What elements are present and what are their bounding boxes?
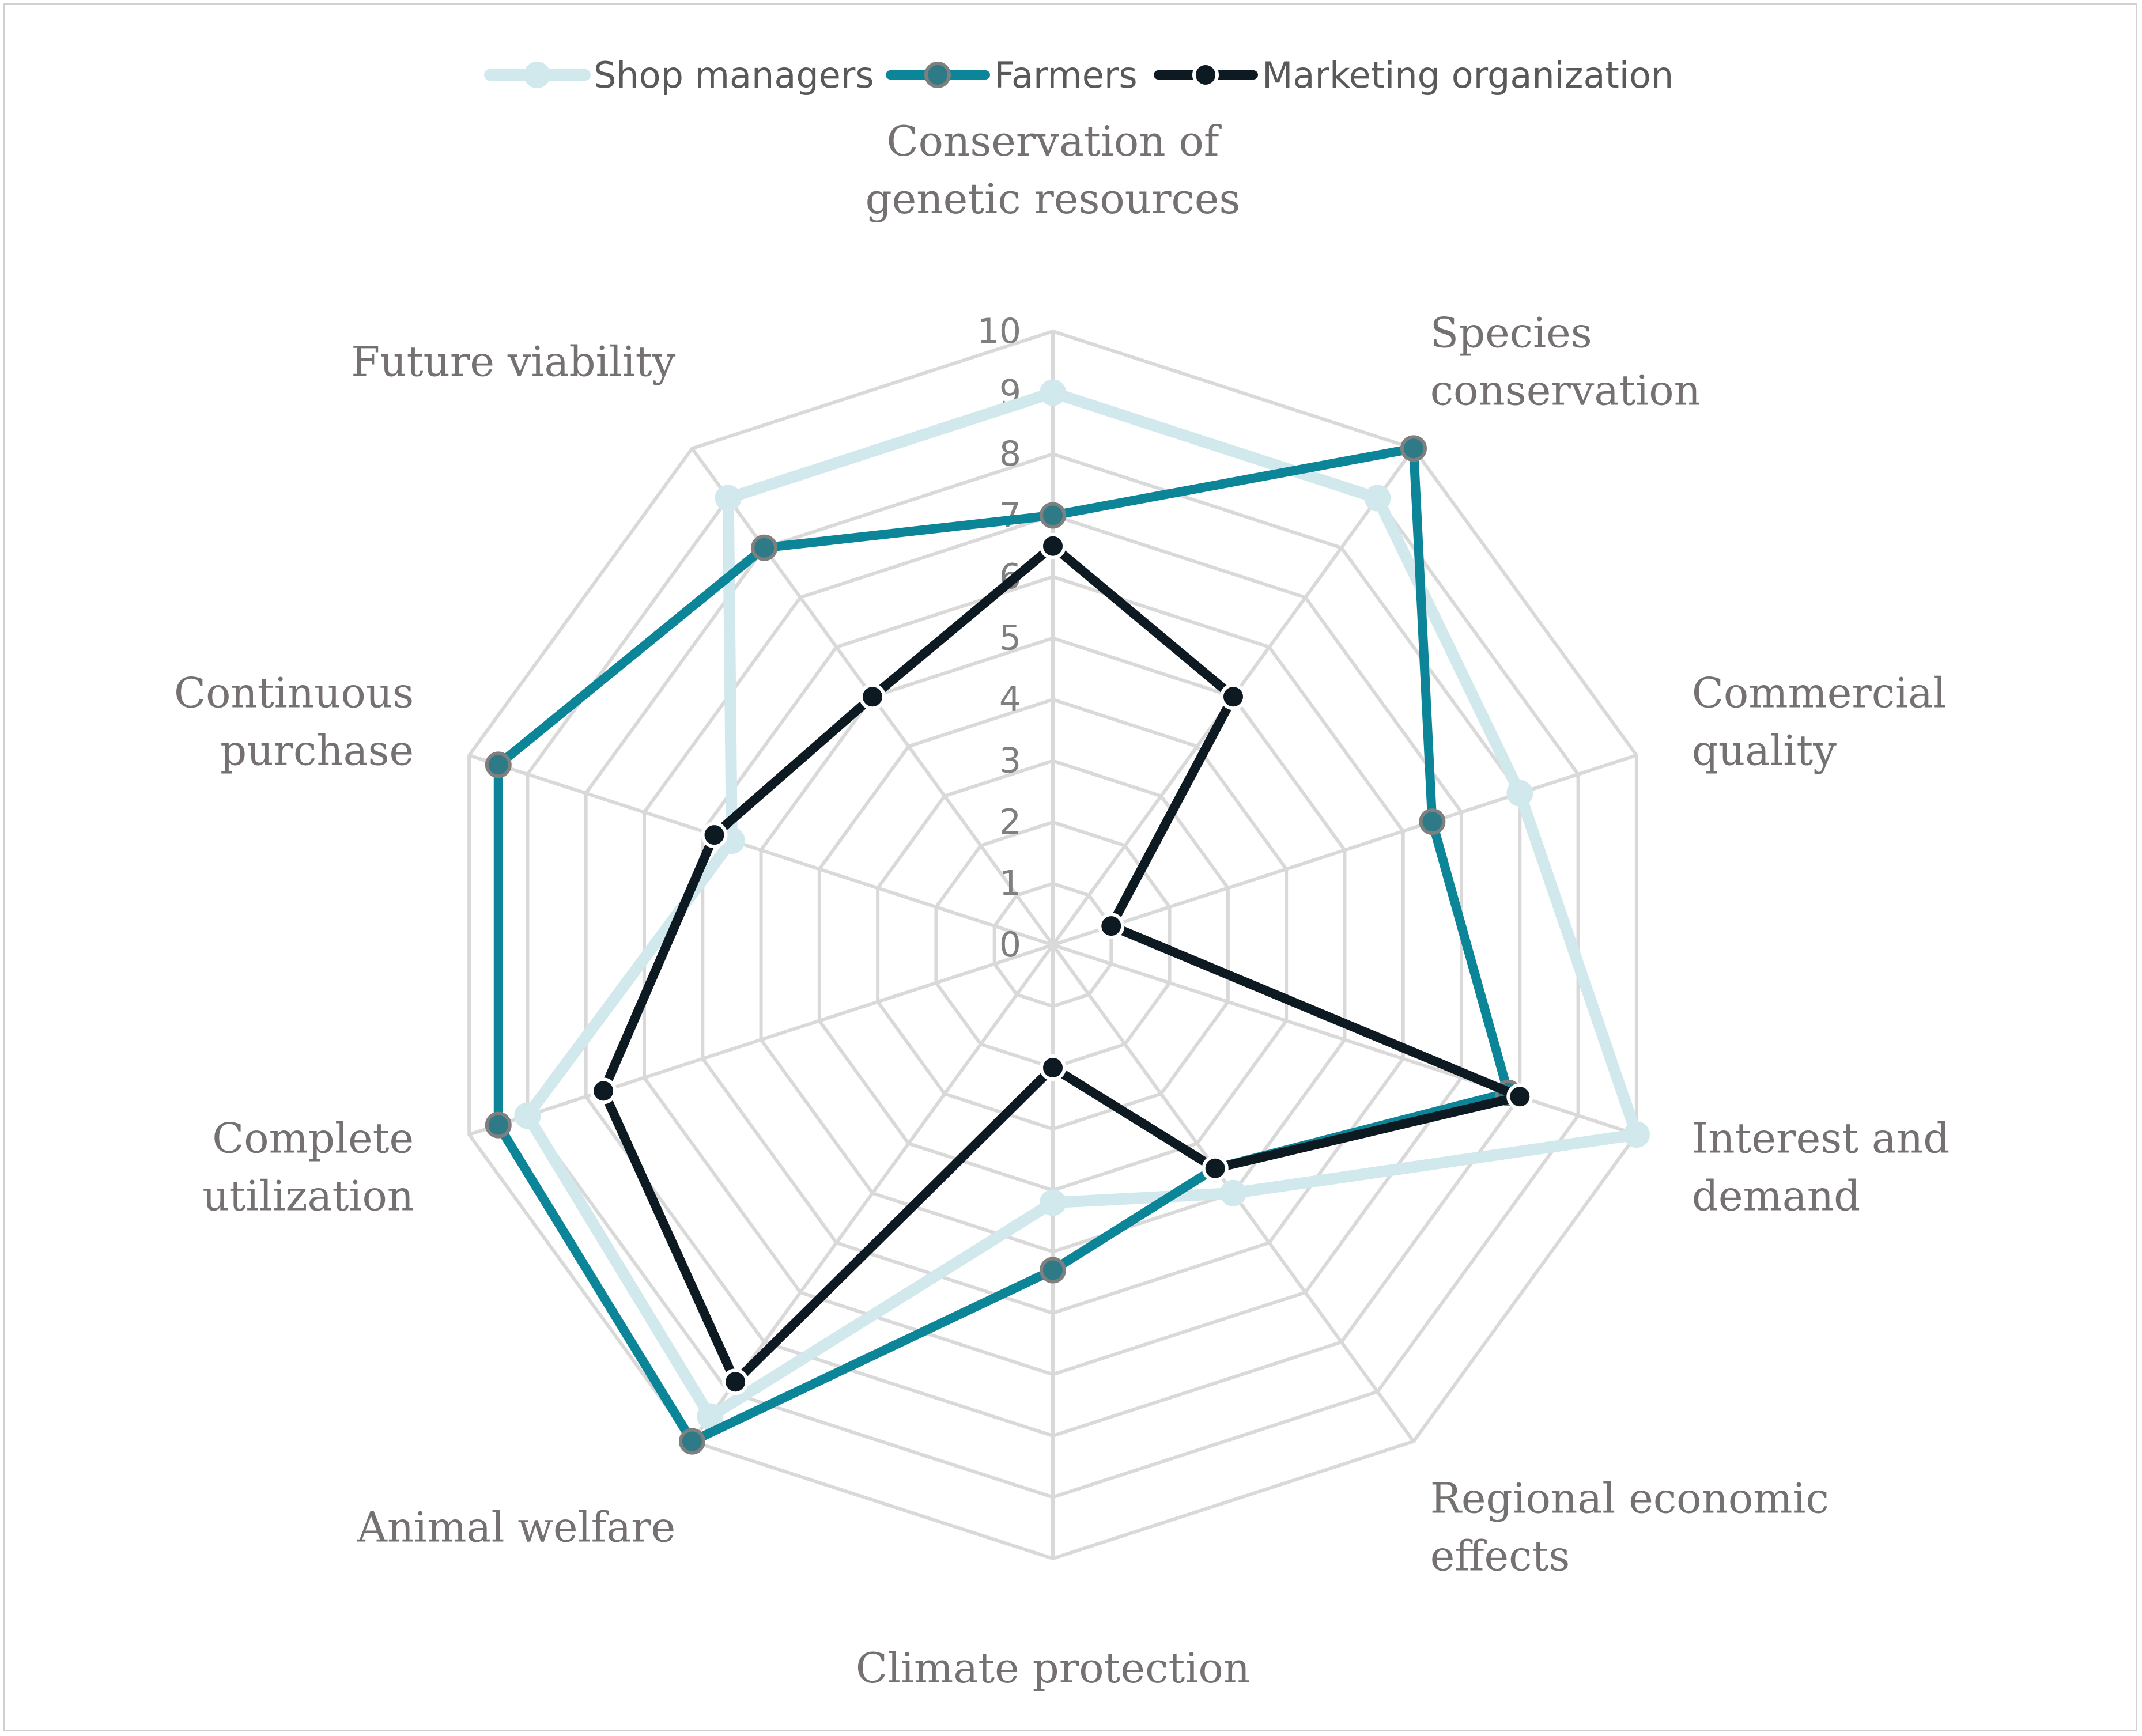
axis-label: Complete utilization [202,1114,414,1220]
legend-marker [924,62,951,88]
legend-item: Marketing organization [1154,54,1673,96]
grid-spoke [690,944,1055,1443]
grid-spoke [1052,754,1637,947]
axis-label: Animal welfare [357,1503,675,1551]
data-point [751,534,778,561]
legend-label: Marketing organization [1262,54,1673,96]
data-point [1400,435,1427,462]
series-marketing-organization [590,532,1533,1395]
tick-label: 8 [999,434,1021,474]
grid-spoke [469,754,1053,947]
radar-grid [467,329,1638,1561]
data-point [514,1102,541,1129]
data-point [1098,913,1125,940]
data-point [590,1077,617,1105]
data-point [485,1111,512,1139]
legend-marker [524,62,550,88]
data-point [1364,485,1391,512]
data-point [1040,379,1066,406]
series-shop-managers [514,379,1650,1430]
data-point [859,683,886,710]
data-point [1040,1257,1066,1284]
data-point [1506,780,1533,807]
data-point [1419,808,1446,835]
data-point [485,751,512,778]
tick-label: 3 [999,741,1021,781]
tick-label: 5 [999,618,1021,659]
tick-label: 4 [999,679,1021,720]
axis-label: Species conservation [1430,309,1701,415]
data-point [1040,532,1066,559]
axis-label: Future viability [351,338,675,386]
series-layer [485,379,1650,1455]
chart-frame [3,3,2137,1731]
data-point [679,1428,706,1455]
grid-spoke [1052,943,1637,1136]
axis-label: Commercial quality [1692,669,1946,775]
data-point [1040,1054,1066,1081]
legend-item: Shop managers [484,54,874,96]
data-point [1219,683,1246,710]
legend-marker [1192,62,1219,88]
legend-label: Shop managers [594,54,874,96]
axis-label: Climate protection [856,1644,1250,1692]
tick-label: 10 [977,311,1021,351]
data-point [1506,1083,1533,1110]
axis-label: Conservation of genetic resources [866,117,1241,223]
data-point [1623,1121,1650,1148]
data-point [1040,502,1066,529]
data-point [1202,1155,1229,1182]
series-line [599,541,1525,1387]
data-point [715,485,742,512]
tick-label: 0 [999,925,1021,965]
legend-item: Farmers [886,54,1138,96]
tick-label: 2 [999,802,1021,842]
tick-label: 1 [999,864,1021,904]
data-point [1040,1189,1066,1216]
data-point [1219,1179,1246,1206]
data-point [701,822,728,849]
axis-label: Continuous purchase [174,669,414,775]
axis-label: Interest and demand [1692,1114,1950,1220]
axis-labels: Conservation of genetic resources Species c… [174,117,1950,1692]
legend-label: Farmers [994,54,1138,96]
axis-label: Regional economic effects [1430,1474,1829,1580]
grid-spoke [469,943,1053,1136]
data-point [722,1368,749,1395]
legend: Shop managers Farmers Marketing organizati… [484,54,1673,96]
